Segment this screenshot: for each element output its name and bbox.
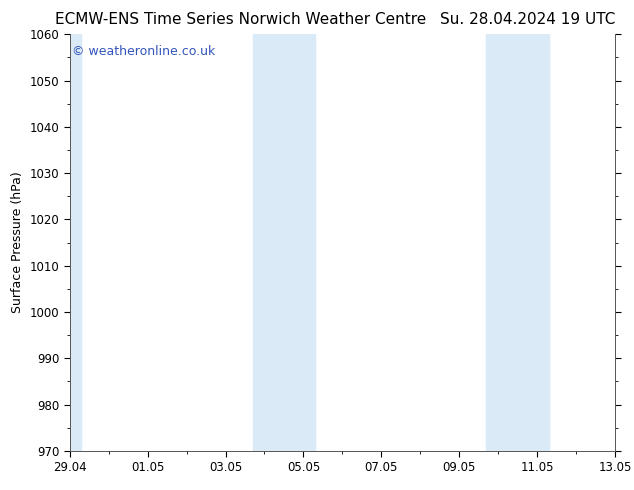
Text: Su. 28.04.2024 19 UTC: Su. 28.04.2024 19 UTC: [439, 12, 615, 27]
Y-axis label: Surface Pressure (hPa): Surface Pressure (hPa): [11, 172, 24, 314]
Text: © weatheronline.co.uk: © weatheronline.co.uk: [72, 45, 216, 58]
Text: ECMW-ENS Time Series Norwich Weather Centre: ECMW-ENS Time Series Norwich Weather Cen…: [55, 12, 427, 27]
Bar: [486, 34, 549, 451]
Bar: [253, 34, 315, 451]
Bar: [58, 34, 81, 451]
